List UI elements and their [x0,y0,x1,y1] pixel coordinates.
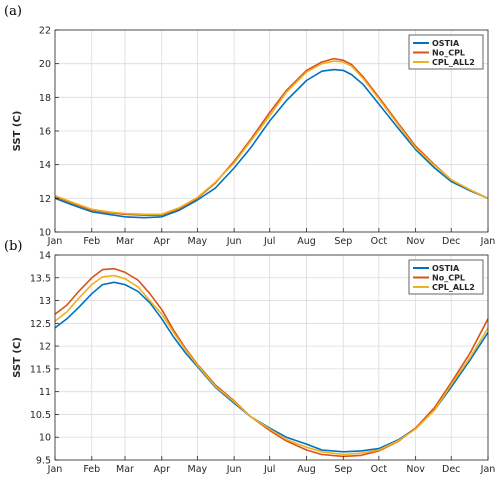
x-tick-label: Dec [442,464,460,475]
y-tick-label: 12 [39,342,51,353]
chart-panel-b: Jan Feb Mar Apr May Jun Jul Aug Sep Oct Nov Dec Jan9… [4,239,495,475]
x-tick-label: Aug [297,236,316,247]
x-tick-label: Sep [334,464,352,475]
x-tick-label: Jun [226,236,242,247]
x-tick-label: Aug [297,464,316,475]
x-tick-label: Jun [226,464,242,475]
y-tick-label: 10.5 [30,410,51,421]
y-tick-label: 12 [39,194,51,205]
y-tick-label: 13 [39,296,51,307]
legend-label: OSTIA [432,39,460,48]
y-axis-label: SST (C) [12,111,23,152]
panel-label: (a) [4,4,22,19]
y-tick-label: 20 [39,59,51,70]
series-line-no-cpl [54,57,489,216]
y-axis-label: SST (C) [12,337,23,378]
x-tick-label: Dec [442,236,460,247]
y-tick-label: 10 [39,433,51,444]
legend-label: CPL_ALL2 [432,283,475,292]
legend-label: No_CPL [432,274,465,283]
panel-label: (b) [4,239,22,254]
x-tick-label: Jul [263,464,275,475]
y-tick-label: 14 [39,251,51,262]
x-tick-label: Jan [480,236,496,247]
legend-label: No_CPL [432,49,465,58]
x-tick-label: Oct [371,464,388,475]
x-tick-label: Oct [371,236,388,247]
y-tick-label: 16 [39,127,51,138]
x-tick-label: Jan [47,236,63,247]
series-line-cpl-all2 [54,60,489,216]
chart-panel-a: Jan Feb Mar Apr May Jun Jul Aug Sep Oct Nov Dec Jan1… [4,4,495,247]
x-tick-label: Apr [154,464,171,475]
y-tick-label: 14 [39,160,51,171]
x-tick-label: Nov [406,464,425,475]
x-tick-label: Mar [116,464,134,475]
y-tick-label: 13.5 [30,273,51,284]
x-tick-label: Apr [154,236,171,247]
x-tick-label: Feb [83,236,100,247]
x-tick-label: Jan [47,464,63,475]
y-tick-label: 11.5 [30,364,51,375]
plot-frame [54,254,489,461]
y-tick-label: 9.5 [36,456,51,467]
x-tick-label: Jan [480,464,496,475]
x-tick-label: Jul [263,236,275,247]
y-tick-label: 18 [39,93,51,104]
y-tick-label: 22 [39,26,51,37]
x-tick-label: May [188,464,208,475]
y-tick-label: 11 [39,387,51,398]
legend-label: OSTIA [432,264,460,273]
x-tick-label: Mar [116,236,134,247]
x-tick-label: May [188,236,208,247]
x-tick-label: Feb [83,464,100,475]
x-tick-label: Nov [406,236,425,247]
legend-label: CPL_ALL2 [432,58,475,67]
y-tick-label: 12.5 [30,319,51,330]
series-line-ostia [54,68,489,219]
series-line-cpl-all2 [54,274,489,456]
x-tick-label: Sep [334,236,352,247]
y-tick-label: 10 [39,228,51,239]
series-line-ostia [54,281,489,453]
